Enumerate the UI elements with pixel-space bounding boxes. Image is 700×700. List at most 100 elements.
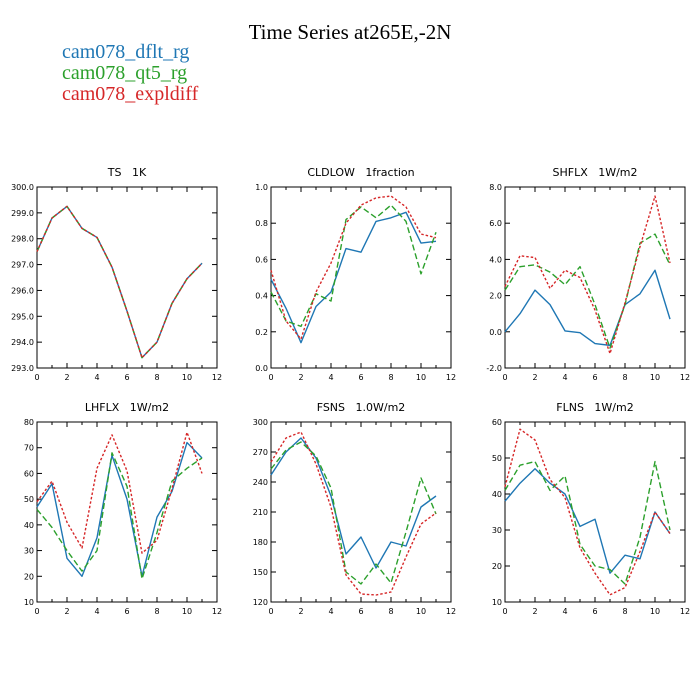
x-tick-label: 12 <box>212 607 222 616</box>
x-tick-label: 8 <box>388 373 393 382</box>
panel-fsns: FSNS 1.0W/m2 120 150 180 210 240 270 300 0 2 4 6 8 10… <box>253 401 456 616</box>
x-tick-label: 8 <box>388 607 393 616</box>
x-tick-label: 8 <box>154 607 159 616</box>
x-tick-label: 8 <box>622 607 627 616</box>
series-line-expldiff <box>270 431 437 596</box>
series-line-dflt <box>504 269 671 347</box>
legend-item-qt5: cam078_qt5_rg <box>62 62 188 84</box>
y-tick-label: 60 <box>492 418 502 427</box>
y-tick-label: 60 <box>24 469 34 478</box>
x-tick-label: 10 <box>416 373 426 382</box>
x-tick-label: 0 <box>268 373 273 382</box>
panel-lhflx: LHFLX 1W/m2 10 20 30 40 50 60 70 80 0 2 4 6 8 10 12 <box>24 401 222 616</box>
plot-frame <box>270 186 452 369</box>
y-tick-label: 10 <box>492 598 502 607</box>
y-tick-label: 70 <box>24 444 34 453</box>
series-line-dflt <box>36 205 203 359</box>
y-tick-label: 240 <box>253 478 268 487</box>
series-line-qt5 <box>270 441 437 585</box>
series-line-expldiff <box>36 431 203 554</box>
x-tick-label: 12 <box>446 607 456 616</box>
y-tick-label: 210 <box>253 508 268 517</box>
y-tick-label: 40 <box>24 521 34 530</box>
y-tick-label: 50 <box>24 495 34 504</box>
x-tick-label: 12 <box>446 373 456 382</box>
x-tick-label: 2 <box>64 373 69 382</box>
y-tick-label: 120 <box>253 598 268 607</box>
series-line-dflt <box>504 468 671 574</box>
series-line-expldiff <box>504 195 671 355</box>
x-tick-label: 6 <box>124 373 129 382</box>
y-tick-label: 300 <box>253 418 268 427</box>
x-tick-label: 2 <box>298 607 303 616</box>
y-tick-label: 298.0 <box>11 235 34 244</box>
panel-shflx: SHFLX 1W/m2 -2.0 0.0 2.0 4.0 6.0 8.0 0 2 4 6 8 10 12 <box>486 166 690 382</box>
series-line-qt5 <box>36 205 203 359</box>
y-tick-label: 0.0 <box>255 364 268 373</box>
plot-frame <box>36 186 218 369</box>
x-tick-label: 2 <box>298 373 303 382</box>
y-tick-label: 50 <box>492 454 502 463</box>
x-tick-label: 10 <box>650 607 660 616</box>
x-tick-label: 12 <box>680 607 690 616</box>
y-tick-label: 300.0 <box>11 183 34 192</box>
legend-item-dflt: cam078_dflt_rg <box>62 41 190 63</box>
y-tick-label: 20 <box>24 572 34 581</box>
x-tick-label: 8 <box>622 373 627 382</box>
panel-ts: TS 1K 293.0 294.0 295.0 296.0 297.0 298.0 299.0… <box>11 166 222 382</box>
x-tick-label: 6 <box>124 607 129 616</box>
y-tick-label: 150 <box>253 568 268 577</box>
x-tick-label: 4 <box>328 373 333 382</box>
series-line-dflt <box>270 437 437 569</box>
y-tick-label: 270 <box>253 448 268 457</box>
y-tick-label: 10 <box>24 598 34 607</box>
series-line-qt5 <box>504 460 671 585</box>
series-line-qt5 <box>504 233 671 349</box>
x-tick-label: 2 <box>64 607 69 616</box>
y-tick-label: 0.8 <box>255 219 268 228</box>
y-tick-label: 0.0 <box>489 328 502 337</box>
y-tick-label: 299.0 <box>11 209 34 218</box>
x-tick-label: 2 <box>532 373 537 382</box>
y-tick-label: 4.0 <box>489 255 502 264</box>
y-tick-label: 295.0 <box>11 312 34 321</box>
y-tick-label: 20 <box>492 562 502 571</box>
x-tick-label: 10 <box>182 607 192 616</box>
y-tick-label: 2.0 <box>489 292 502 301</box>
legend: cam078_dflt_rg cam078_qt5_rg cam078_expl… <box>62 42 198 105</box>
panel-title-shflx: SHFLX 1W/m2 <box>552 166 637 179</box>
y-tick-label: 180 <box>253 538 268 547</box>
panel-flns: FLNS 1W/m2 10 20 30 40 50 60 0 2 4 6 8 10 12 <box>492 401 690 616</box>
x-tick-label: 10 <box>416 607 426 616</box>
x-tick-label: 12 <box>680 373 690 382</box>
x-tick-label: 4 <box>562 373 567 382</box>
y-tick-label: 0.4 <box>255 292 268 301</box>
y-tick-label: 40 <box>492 490 502 499</box>
panel-title-flns: FLNS 1W/m2 <box>556 401 633 414</box>
plot-frame <box>36 421 218 603</box>
panel-title-ts: TS 1K <box>107 166 147 179</box>
x-tick-label: 10 <box>182 373 192 382</box>
series-line-qt5 <box>36 452 203 580</box>
series-line-dflt <box>270 211 437 344</box>
x-tick-label: 6 <box>592 607 597 616</box>
x-tick-label: 2 <box>532 607 537 616</box>
panel-cldlow: CLDLOW 1fraction 0.0 0.2 0.4 0.6 0.8 1.0 0 2 4 6 8 1… <box>255 166 456 382</box>
panel-title-cldlow: CLDLOW 1fraction <box>307 166 414 179</box>
x-tick-label: 0 <box>34 607 39 616</box>
y-tick-label: 297.0 <box>11 261 34 270</box>
plot-frame <box>504 186 686 369</box>
y-tick-label: 293.0 <box>11 364 34 373</box>
x-tick-label: 0 <box>268 607 273 616</box>
x-tick-label: 12 <box>212 373 222 382</box>
y-tick-label: 80 <box>24 418 34 427</box>
figure-title: Time Series at265E,-2N <box>248 20 452 44</box>
x-tick-label: 4 <box>94 373 99 382</box>
x-tick-label: 0 <box>502 373 507 382</box>
legend-item-expldiff: cam078_expldiff <box>62 83 199 105</box>
plot-frame <box>504 421 686 603</box>
series-line-expldiff <box>270 195 437 340</box>
x-tick-label: 4 <box>328 607 333 616</box>
series-line-expldiff <box>504 428 671 596</box>
